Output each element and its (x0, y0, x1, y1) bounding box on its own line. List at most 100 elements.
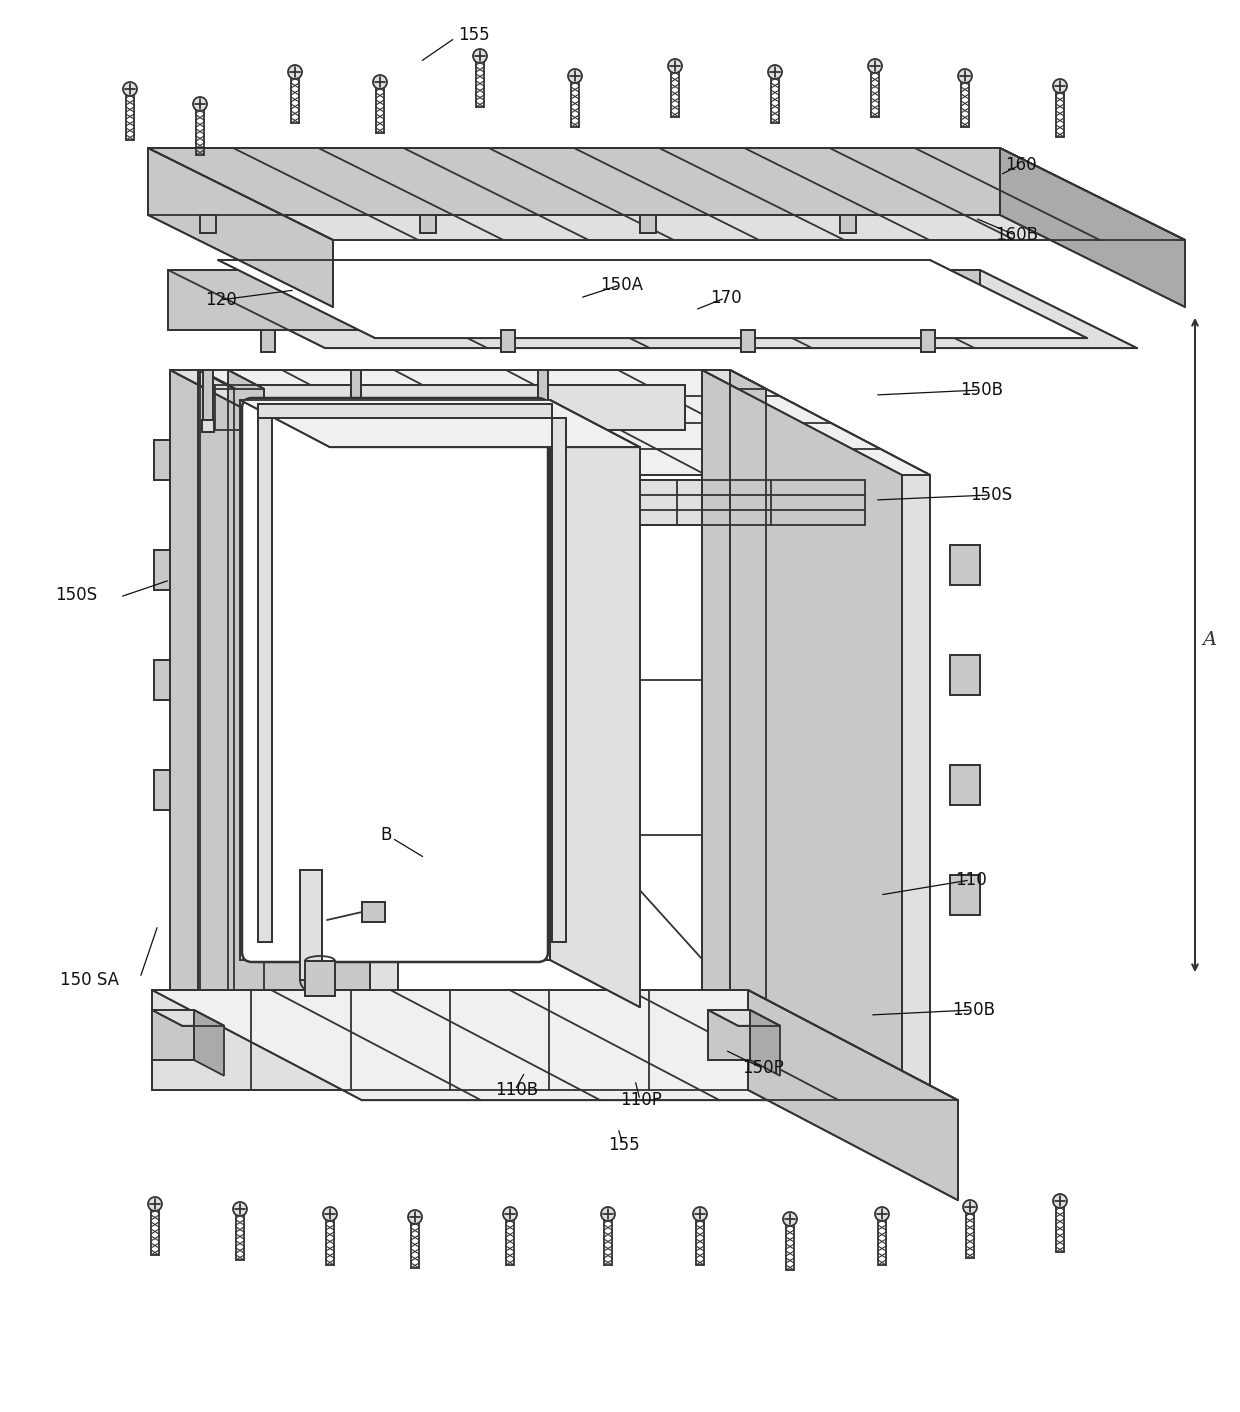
Polygon shape (258, 404, 552, 418)
Polygon shape (154, 441, 170, 480)
Polygon shape (538, 370, 548, 419)
Polygon shape (537, 419, 549, 432)
Circle shape (875, 1207, 889, 1221)
Text: 110B: 110B (495, 1082, 538, 1099)
Polygon shape (260, 330, 275, 352)
Polygon shape (170, 370, 234, 388)
Circle shape (568, 69, 582, 83)
Circle shape (782, 1211, 797, 1226)
Text: 150S: 150S (55, 586, 97, 604)
Circle shape (322, 1207, 337, 1221)
Circle shape (148, 1197, 162, 1211)
Polygon shape (742, 330, 755, 352)
Polygon shape (153, 1010, 193, 1060)
Polygon shape (203, 370, 213, 419)
Text: B: B (379, 826, 392, 844)
Polygon shape (200, 370, 228, 990)
Polygon shape (921, 330, 935, 352)
Polygon shape (551, 400, 640, 1007)
Polygon shape (420, 215, 436, 233)
Text: 150A: 150A (600, 275, 644, 294)
Polygon shape (901, 474, 930, 1094)
Polygon shape (351, 370, 361, 419)
Text: 150P: 150P (742, 1059, 784, 1077)
Polygon shape (170, 370, 930, 474)
Polygon shape (167, 270, 1137, 349)
Text: 160: 160 (1004, 155, 1037, 174)
Polygon shape (350, 419, 362, 432)
Circle shape (123, 82, 136, 96)
Polygon shape (950, 875, 980, 915)
Polygon shape (148, 148, 334, 306)
Circle shape (668, 59, 682, 73)
Polygon shape (154, 659, 170, 700)
Text: 150B: 150B (960, 381, 1003, 400)
Circle shape (1053, 1195, 1066, 1209)
Polygon shape (153, 1010, 224, 1025)
Polygon shape (228, 370, 264, 1010)
Polygon shape (748, 990, 959, 1200)
Polygon shape (702, 370, 730, 990)
Circle shape (693, 1207, 707, 1221)
Polygon shape (750, 1010, 780, 1076)
Polygon shape (148, 148, 1185, 240)
Text: 155: 155 (608, 1137, 640, 1154)
Text: 150S: 150S (970, 486, 1012, 504)
Text: 120: 120 (205, 291, 237, 309)
Circle shape (1053, 79, 1066, 93)
Circle shape (288, 65, 303, 79)
Circle shape (472, 49, 487, 64)
Polygon shape (198, 370, 234, 1010)
Polygon shape (305, 962, 335, 995)
Circle shape (373, 75, 387, 89)
Polygon shape (708, 1010, 750, 1060)
Polygon shape (170, 370, 370, 1094)
Polygon shape (200, 370, 264, 388)
Polygon shape (362, 902, 384, 922)
Polygon shape (170, 370, 198, 990)
Polygon shape (154, 770, 170, 810)
Text: 110P: 110P (620, 1091, 662, 1108)
Polygon shape (708, 1010, 780, 1025)
Polygon shape (396, 480, 866, 524)
Polygon shape (702, 370, 730, 990)
Polygon shape (999, 148, 1185, 306)
Circle shape (193, 97, 207, 112)
Circle shape (963, 1200, 977, 1214)
Polygon shape (258, 418, 272, 942)
Polygon shape (170, 370, 370, 1094)
Circle shape (601, 1207, 615, 1221)
Polygon shape (241, 400, 551, 960)
Circle shape (503, 1207, 517, 1221)
Polygon shape (200, 215, 216, 233)
Polygon shape (702, 370, 901, 1094)
Circle shape (768, 65, 782, 79)
Text: 150 SA: 150 SA (60, 971, 119, 988)
Text: 170: 170 (711, 289, 742, 306)
Polygon shape (167, 270, 980, 330)
Polygon shape (170, 370, 730, 990)
Polygon shape (202, 419, 215, 432)
Text: A: A (1203, 631, 1218, 650)
Polygon shape (170, 370, 198, 990)
Polygon shape (950, 545, 980, 585)
Polygon shape (153, 990, 959, 1100)
Polygon shape (730, 370, 766, 1010)
Polygon shape (193, 1010, 224, 1076)
Polygon shape (839, 215, 856, 233)
Polygon shape (702, 370, 766, 388)
Polygon shape (218, 260, 1087, 339)
Polygon shape (552, 418, 565, 942)
Text: 155: 155 (458, 25, 490, 44)
Polygon shape (300, 870, 322, 980)
Circle shape (408, 1210, 422, 1224)
Text: 150B: 150B (952, 1001, 994, 1019)
Polygon shape (501, 330, 515, 352)
Polygon shape (153, 990, 748, 1090)
Circle shape (959, 69, 972, 83)
Polygon shape (730, 370, 930, 1094)
Polygon shape (950, 655, 980, 695)
Polygon shape (370, 474, 398, 1094)
Circle shape (868, 59, 882, 73)
Polygon shape (241, 400, 640, 448)
